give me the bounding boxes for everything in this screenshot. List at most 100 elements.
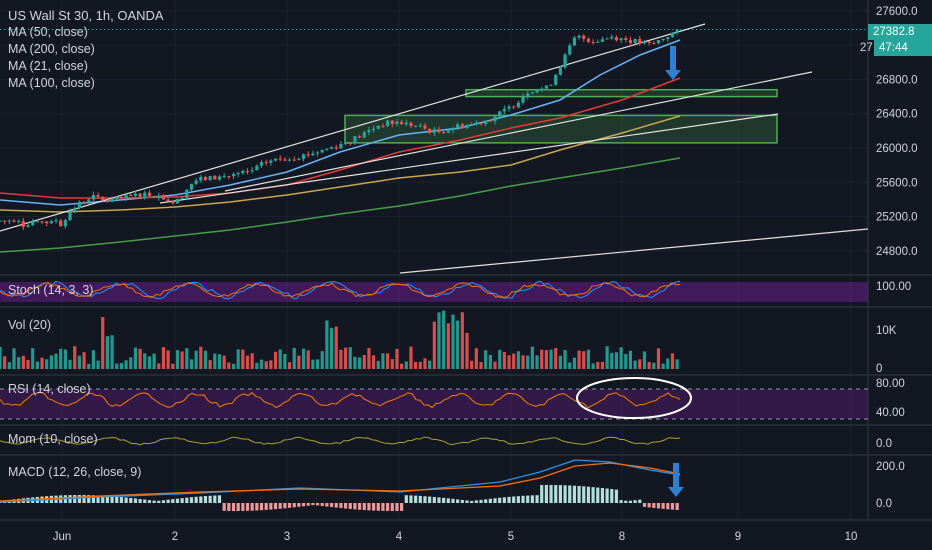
candle-body	[91, 194, 95, 200]
volume-bar	[400, 363, 404, 369]
volume-bar	[227, 362, 231, 369]
candle-body	[213, 176, 217, 180]
ma-21-legend[interactable]: MA (21, close)	[8, 59, 88, 73]
candle-body	[124, 194, 128, 199]
volume-bar	[54, 353, 58, 369]
macd-histogram-bar	[661, 503, 665, 509]
macd-histogram-bar	[409, 495, 413, 503]
macd-histogram-bar	[273, 503, 278, 510]
candle-body	[110, 198, 114, 202]
volume-bar	[175, 350, 180, 369]
volume-bar	[17, 357, 21, 369]
candle-body	[376, 125, 380, 129]
volume-bar	[591, 363, 595, 369]
candle-body	[334, 147, 338, 149]
ma-50-legend[interactable]: MA (50, close)	[8, 25, 88, 39]
price-tick-label: 26000.0	[876, 143, 918, 155]
macd-histogram-bar	[287, 503, 292, 508]
candle-body	[101, 196, 105, 201]
volume-bar	[287, 362, 292, 369]
volume-bar	[343, 347, 348, 369]
macd-histogram-bar	[129, 497, 133, 503]
volume-bar	[152, 353, 156, 369]
volume-bar	[26, 359, 30, 369]
time-tick-label: 3	[284, 531, 290, 543]
candle-body	[329, 147, 334, 149]
macd-tick-label: 200.0	[876, 461, 905, 473]
rsi-legend[interactable]: RSI (14, close)	[8, 382, 91, 396]
macd-histogram-bar	[199, 496, 203, 503]
macd-histogram-bar	[166, 499, 170, 503]
volume-bar	[465, 332, 469, 369]
candle-body	[493, 116, 497, 122]
candle-body	[498, 111, 502, 117]
candle-body	[250, 170, 254, 172]
macd-histogram-bar	[269, 503, 273, 510]
volume-bar	[213, 353, 217, 369]
countdown-tag: 47:44	[874, 40, 932, 56]
candle-body	[357, 136, 362, 138]
volume-bar	[147, 356, 152, 369]
volume-bar	[488, 355, 492, 369]
macd-histogram-bar	[600, 488, 605, 503]
candle-body	[40, 221, 44, 223]
volume-bar	[339, 349, 343, 369]
last-price-tag: 27382.8	[868, 24, 932, 40]
macd-histogram-bar	[101, 495, 105, 503]
candle-body	[283, 159, 287, 161]
volume-bar	[470, 360, 474, 369]
macd-histogram-bar	[147, 500, 152, 503]
candle-body	[666, 37, 670, 39]
candle-body	[245, 170, 250, 172]
macd-legend[interactable]: MACD (12, 26, close, 9)	[8, 465, 142, 479]
candle-body	[259, 162, 264, 166]
candle-body	[470, 124, 474, 126]
candle-body	[129, 194, 133, 196]
candle-body	[605, 38, 609, 40]
ma-100-legend[interactable]: MA (100, close)	[8, 76, 95, 90]
candle-body	[591, 41, 595, 43]
candle-body	[526, 93, 530, 97]
ma-100-line	[0, 115, 681, 213]
candle-body	[568, 45, 572, 55]
candle-body	[661, 38, 665, 41]
candle-body	[315, 152, 320, 154]
macd-histogram-bar	[222, 503, 226, 511]
price-tick-label: 25600.0	[876, 177, 918, 189]
mom-legend[interactable]: Mom (10, close)	[8, 432, 98, 446]
macd-histogram-bar	[357, 503, 362, 510]
macd-histogram-bar	[381, 503, 385, 511]
candle-body	[54, 220, 58, 222]
volume-bar	[96, 360, 100, 369]
candle-body	[395, 121, 399, 124]
macd-histogram-bar	[446, 498, 450, 503]
macd-histogram-bar	[329, 503, 334, 508]
candle-body	[638, 39, 642, 44]
macd-histogram-bar	[133, 498, 138, 503]
volume-bar	[7, 362, 11, 369]
vol-legend[interactable]: Vol (20)	[8, 318, 52, 332]
macd-histogram-bar	[474, 500, 478, 503]
volume-bar	[390, 359, 394, 369]
volume-bar	[91, 350, 95, 369]
macd-tick-label: 0.0	[876, 498, 892, 510]
volume-bar	[600, 361, 605, 369]
candle-body	[189, 183, 194, 190]
candle-body	[353, 136, 357, 144]
macd-histogram-bar	[554, 485, 558, 503]
candle-body	[217, 176, 222, 180]
volume-bar	[670, 353, 675, 369]
candle-body	[343, 143, 348, 145]
macd-histogram-bar	[512, 496, 516, 503]
volume-bar	[138, 348, 142, 369]
candle-body	[437, 129, 441, 133]
candle-body	[175, 198, 180, 204]
macd-histogram-bar	[540, 485, 544, 503]
candle-body	[222, 176, 226, 178]
volume-bar	[456, 320, 460, 369]
ma-200-legend[interactable]: MA (200, close)	[8, 42, 95, 56]
trendline-1	[0, 23, 706, 232]
stoch-legend[interactable]: Stoch (14, 3, 3)	[8, 283, 94, 297]
volume-bar	[418, 361, 422, 369]
